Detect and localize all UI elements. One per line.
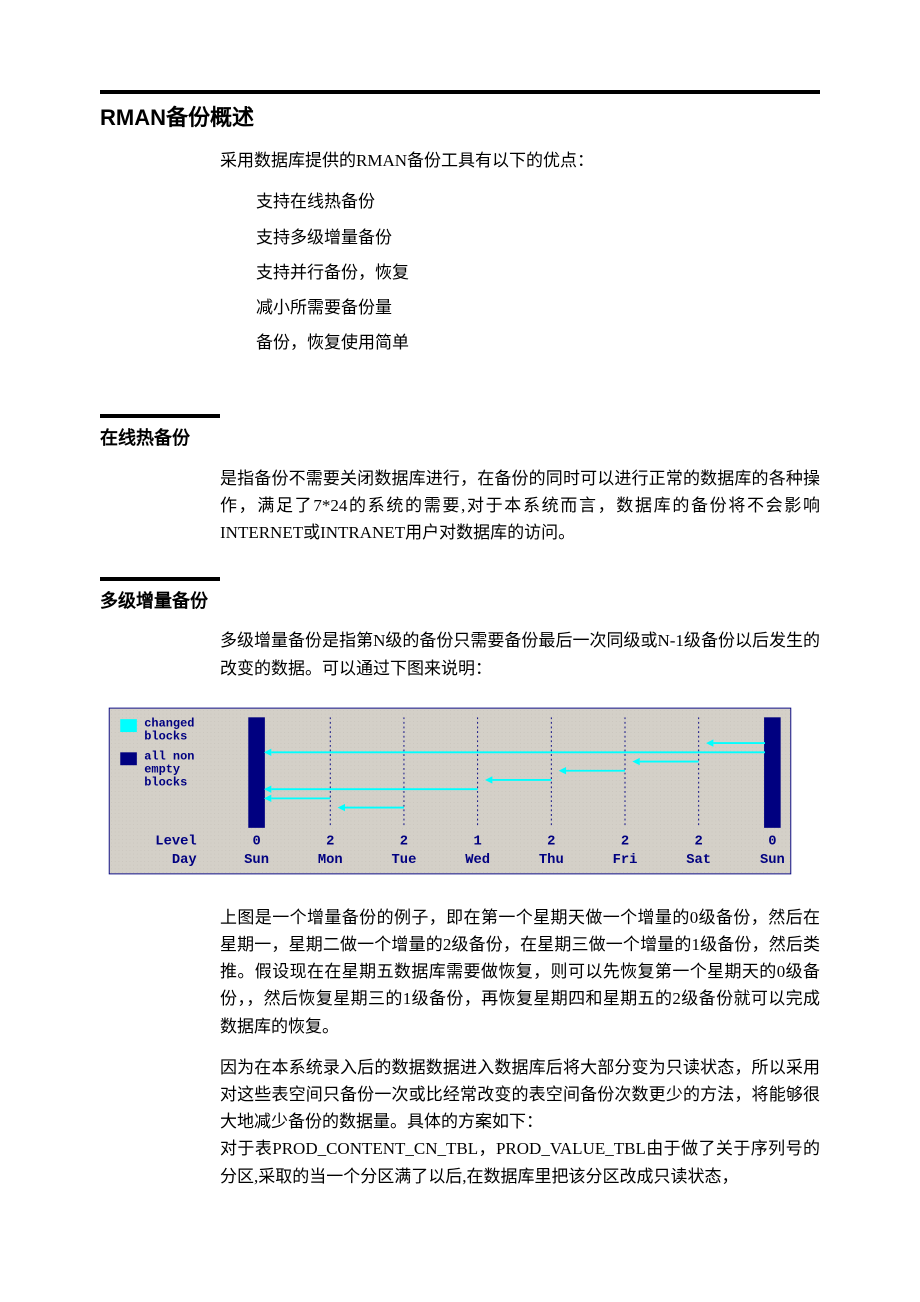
sec3-para2: 上图是一个增量备份的例子，即在第一个星期天做一个增量的0级备份，然后在星期一，星… xyxy=(220,904,820,1040)
list-item: 备份，恢复使用简单 xyxy=(256,329,820,356)
svg-text:empty: empty xyxy=(144,762,180,776)
svg-text:all non: all non xyxy=(144,750,194,764)
svg-text:2: 2 xyxy=(621,834,629,849)
sec3-para1: 多级增量备份是指第N级的备份只需要备份最后一次同级或N-1级备份以后发生的改变的… xyxy=(220,627,820,681)
sec3-body1: 多级增量备份是指第N级的备份只需要备份最后一次同级或N-1级备份以后发生的改变的… xyxy=(220,627,820,681)
svg-text:changed: changed xyxy=(144,716,194,730)
intro-block: 采用数据库提供的RMAN备份工具有以下的优点： 支持在线热备份 支持多级增量备份… xyxy=(220,147,820,356)
heading-sec2: 在线热备份 xyxy=(100,424,820,453)
sec3-para4: 对于表PROD_CONTENT_CN_TBL，PROD_VALUE_TBL由于做… xyxy=(220,1135,820,1189)
list-item: 支持多级增量备份 xyxy=(256,224,820,251)
svg-text:blocks: blocks xyxy=(144,775,187,789)
svg-text:Wed: Wed xyxy=(465,852,490,868)
sec2-body: 是指备份不需要关闭数据库进行，在备份的同时可以进行正常的数据库的各种操作，满足了… xyxy=(220,465,820,547)
svg-text:0: 0 xyxy=(252,834,260,849)
list-item: 支持在线热备份 xyxy=(256,188,820,215)
sec3-body2: 上图是一个增量备份的例子，即在第一个星期天做一个增量的0级备份，然后在星期一，星… xyxy=(220,904,820,1190)
svg-text:2: 2 xyxy=(400,834,408,849)
rule-sec3 xyxy=(100,577,220,581)
svg-text:Level: Level xyxy=(155,833,196,849)
bullet-list: 支持在线热备份 支持多级增量备份 支持并行备份，恢复 减小所需要备份量 备份，恢… xyxy=(256,188,820,356)
svg-text:2: 2 xyxy=(695,834,703,849)
sec2-para: 是指备份不需要关闭数据库进行，在备份的同时可以进行正常的数据库的各种操作，满足了… xyxy=(220,465,820,547)
svg-text:Sun: Sun xyxy=(760,853,785,868)
backup-diagram: changedblocksall nonemptyblocks0Sun2Mon2… xyxy=(100,696,820,886)
svg-text:2: 2 xyxy=(326,834,334,849)
svg-text:Day: Day xyxy=(172,853,198,868)
page: RMAN备份概述 采用数据库提供的RMAN备份工具有以下的优点： 支持在线热备份… xyxy=(0,0,920,1264)
list-item: 支持并行备份，恢复 xyxy=(256,259,820,286)
svg-text:Fri: Fri xyxy=(613,852,638,868)
svg-text:Mon: Mon xyxy=(318,853,343,868)
svg-text:blocks: blocks xyxy=(144,729,187,743)
heading-sec3: 多级增量备份 xyxy=(100,587,820,616)
rule-top xyxy=(100,90,820,94)
rule-sec2 xyxy=(100,414,220,418)
svg-text:Sun: Sun xyxy=(244,853,269,868)
svg-text:0: 0 xyxy=(768,834,776,849)
heading-main: RMAN备份概述 xyxy=(100,100,820,135)
svg-text:Sat: Sat xyxy=(686,853,711,868)
diagram-svg: changedblocksall nonemptyblocks0Sun2Mon2… xyxy=(100,696,800,886)
svg-text:Thu: Thu xyxy=(539,852,564,868)
intro-text: 采用数据库提供的RMAN备份工具有以下的优点： xyxy=(220,147,820,174)
list-item: 减小所需要备份量 xyxy=(256,294,820,321)
sec3-para3: 因为在本系统录入后的数据数据进入数据库后将大部分变为只读状态，所以采用对这些表空… xyxy=(220,1054,820,1136)
svg-text:2: 2 xyxy=(547,834,555,849)
svg-text:Tue: Tue xyxy=(392,853,417,868)
svg-text:1: 1 xyxy=(473,834,481,849)
